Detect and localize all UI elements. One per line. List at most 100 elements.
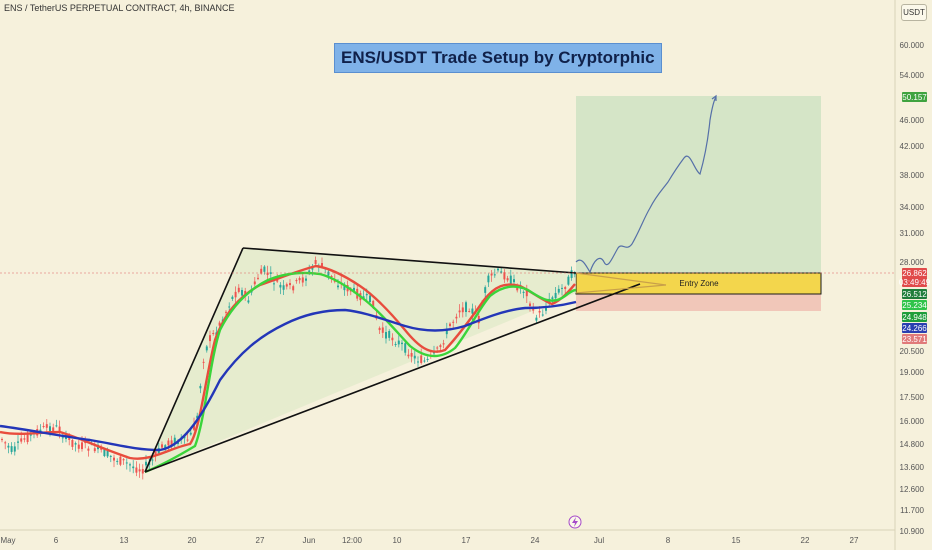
candle [449,322,451,328]
candle [452,319,455,328]
candle [77,440,80,453]
price-tag: 25.234 [902,300,927,310]
candle [132,460,135,474]
x-tick-label: 10 [393,536,402,545]
price-tag: 26.512 [902,289,927,299]
candle [170,435,173,450]
projected-path [575,96,717,274]
candle [442,339,445,349]
candle [413,349,416,364]
y-tick-label: 54.000 [900,71,925,80]
x-tick-label: Jul [594,536,604,545]
x-tick-label: 13 [120,536,129,545]
candle [129,462,131,472]
candle [202,358,205,370]
y-tick-label: 11.700 [900,506,924,515]
candle [541,309,544,317]
candle [173,434,176,448]
pattern-upper-line [242,247,577,274]
y-tick-label: 10.900 [900,527,925,536]
ma-blue-line [0,300,577,452]
candle [109,454,112,463]
candle [570,266,573,281]
ma-red-line [0,264,576,460]
x-tick-label: 22 [801,536,810,545]
candle [141,464,144,480]
pattern-left-line [144,247,244,473]
candle [557,285,560,295]
candle [484,285,487,299]
pattern-lower-line [144,283,641,473]
candle [455,313,458,324]
x-tick-label: 8 [666,536,671,545]
candle [10,442,13,455]
candle [228,302,231,312]
y-tick-label: 16.000 [900,417,925,426]
candle [4,440,7,450]
candle [305,275,307,287]
price-tag-label: 26.862 [902,269,927,278]
candle [237,284,240,294]
y-tick-label: 38.000 [900,171,925,180]
candle [247,296,250,304]
candle [391,333,394,346]
x-axis-ticks: May 6 13 20 27 Jun 12:00 10 17 24 Jul 8 15 22 27 [0,536,859,545]
candle [423,357,426,363]
candle [401,339,403,351]
candle [125,458,128,470]
candle [87,446,90,457]
price-tag-label: 23.571 [902,335,927,344]
price-tag-label: 03:49:49 [899,278,931,287]
candle [397,334,400,348]
candle [39,424,42,437]
candle [490,270,493,282]
y-tick-label: 17.500 [900,393,925,402]
price-tag: 24.948 [902,312,927,322]
ma-green-line [144,271,577,474]
candle [189,429,192,436]
candle [285,282,288,290]
triangle-pattern-fill [145,248,576,472]
moving-averages [0,264,577,474]
candle [257,273,259,281]
candle [381,322,384,338]
entry-zone-label: Entry Zone [679,279,719,288]
candle [241,287,243,298]
currency-button[interactable]: USDT [901,4,927,21]
candle [119,455,122,467]
price-tag-label: 26.512 [902,290,927,299]
candle [212,330,215,336]
entry-pointer-lower [575,284,667,294]
candle [135,461,138,477]
x-tick-label: Jun [303,536,316,545]
candle [55,419,58,428]
candle [535,314,538,323]
candle [116,458,119,465]
x-tick-label: 27 [850,536,859,545]
y-tick-label: 12.600 [900,485,925,494]
chart-title: ENS/USDT Trade Setup by Cryptorphic [334,43,662,73]
x-tick-label: 27 [256,536,265,545]
candle [301,273,304,287]
y-axis-ticks: 60.000 54.000 46.000 42.000 38.000 34.000 31.0… [900,41,925,536]
candle [465,300,467,317]
candle [487,273,490,288]
x-tick-label: 12:00 [342,536,363,545]
candle [420,348,423,365]
candle [426,356,429,363]
price-tag-label: 25.234 [902,301,927,310]
price-tag-label: 50.157 [902,93,927,102]
candle [205,344,208,353]
candle [506,275,509,283]
y-tick-label: 20.500 [900,347,925,356]
candle [282,280,285,296]
candle [74,441,77,452]
candle [122,457,125,465]
y-tick-label: 46.000 [900,116,925,125]
x-tick-label: 24 [531,536,540,545]
candle [45,419,48,433]
candle [199,383,202,394]
price-tag-label: 24.948 [902,313,927,322]
